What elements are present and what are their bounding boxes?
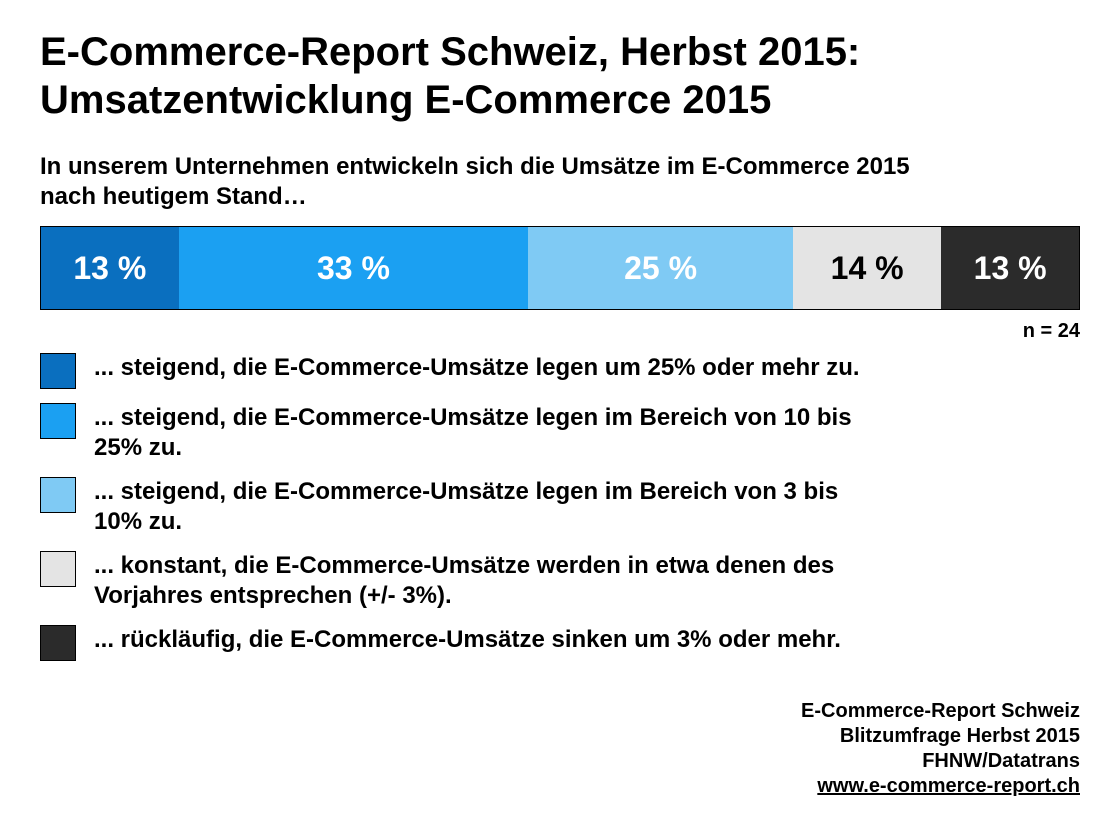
legend-text-0: ... steigend, die E-Commerce-Umsätze leg… — [94, 353, 860, 383]
legend-item-3: ... konstant, die E-Commerce-Umsätze wer… — [40, 551, 1080, 611]
legend: ... steigend, die E-Commerce-Umsätze leg… — [40, 353, 1080, 661]
footer-line3: FHNW/Datatrans — [801, 749, 1080, 774]
page-title: E-Commerce-Report Schweiz, Herbst 2015: … — [40, 28, 1080, 124]
legend-swatch-3 — [40, 551, 76, 587]
footer-line2: Blitzumfrage Herbst 2015 — [801, 724, 1080, 749]
legend-item-2: ... steigend, die E-Commerce-Umsätze leg… — [40, 477, 1080, 537]
bar-segment-4: 13 % — [941, 227, 1079, 309]
title-line1: E-Commerce-Report Schweiz, Herbst 2015: — [40, 28, 1080, 76]
subtitle: In unserem Unternehmen entwickeln sich d… — [40, 152, 1080, 212]
bar-segment-1: 33 % — [179, 227, 529, 309]
footer-link[interactable]: www.e-commerce-report.ch — [801, 774, 1080, 799]
legend-text-1: ... steigend, die E-Commerce-Umsätze leg… — [94, 403, 874, 463]
legend-swatch-2 — [40, 477, 76, 513]
bar-segment-2: 25 % — [528, 227, 793, 309]
subtitle-line1: In unserem Unternehmen entwickeln sich d… — [40, 152, 1080, 182]
legend-text-3: ... konstant, die E-Commerce-Umsätze wer… — [94, 551, 874, 611]
bar-segment-0: 13 % — [41, 227, 179, 309]
legend-item-1: ... steigend, die E-Commerce-Umsätze leg… — [40, 403, 1080, 463]
footer-credits: E-Commerce-Report Schweiz Blitzumfrage H… — [801, 699, 1080, 799]
legend-item-4: ... rückläufig, die E-Commerce-Umsätze s… — [40, 625, 1080, 661]
sample-size: n = 24 — [40, 320, 1080, 343]
title-line2: Umsatzentwicklung E-Commerce 2015 — [40, 76, 1080, 124]
legend-swatch-1 — [40, 403, 76, 439]
legend-swatch-4 — [40, 625, 76, 661]
legend-text-2: ... steigend, die E-Commerce-Umsätze leg… — [94, 477, 874, 537]
footer-line1: E-Commerce-Report Schweiz — [801, 699, 1080, 724]
bar-segment-3: 14 % — [793, 227, 941, 309]
stacked-bar-chart: 13 %33 %25 %14 %13 % — [40, 226, 1080, 310]
legend-swatch-0 — [40, 353, 76, 389]
subtitle-line2: nach heutigem Stand… — [40, 182, 1080, 212]
legend-item-0: ... steigend, die E-Commerce-Umsätze leg… — [40, 353, 1080, 389]
legend-text-4: ... rückläufig, die E-Commerce-Umsätze s… — [94, 625, 841, 655]
